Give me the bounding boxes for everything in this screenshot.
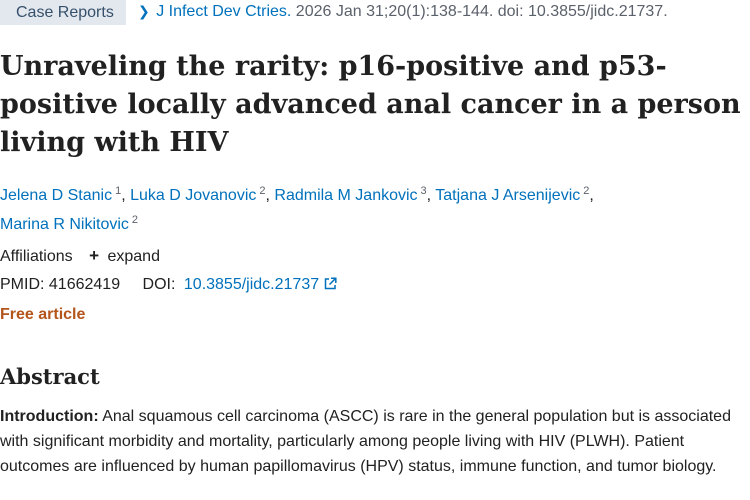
author-link[interactable]: Luka D Jovanovic — [130, 187, 257, 204]
affiliations-toggle[interactable]: Affiliations + expand — [0, 246, 160, 266]
chevron-right-icon: ❯ — [138, 3, 150, 19]
abstract-text: Introduction: Anal squamous cell carcino… — [0, 404, 748, 479]
citation-details: 2026 Jan 31;20(1):138-144. doi: 10.3855/… — [295, 3, 668, 20]
author-link[interactable]: Jelena D Stanic — [0, 187, 113, 204]
author-link[interactable]: Radmila M Jankovic — [274, 187, 418, 204]
expand-link[interactable]: expand — [107, 248, 160, 265]
abstract-heading: Abstract — [0, 364, 100, 389]
author-separator: , — [426, 187, 436, 204]
affiliation-number[interactable]: 2 — [131, 214, 139, 226]
plus-icon: + — [89, 246, 100, 265]
pmid-label: PMID: — [0, 276, 45, 293]
author-separator: , — [265, 187, 275, 204]
affiliation-number[interactable]: 3 — [420, 185, 427, 197]
citation-line: ❯ J Infect Dev Ctries. 2026 Jan 31;20(1)… — [138, 3, 668, 21]
author-list: Jelena D Stanic 1, Luka D Jovanovic 2, Rad… — [0, 182, 740, 240]
publication-type-badge[interactable]: Case Reports — [0, 0, 126, 25]
author-link[interactable]: Tatjana J Arsenijevic — [435, 187, 581, 204]
affiliation-number[interactable]: 2 — [259, 185, 266, 197]
affiliation-number[interactable]: 1 — [115, 185, 122, 197]
introduction-label: Introduction: — [0, 408, 99, 425]
author-separator: , — [121, 187, 131, 204]
affiliation-number[interactable]: 2 — [583, 185, 590, 197]
doi-value[interactable]: 10.3855/jidc.21737 — [183, 276, 320, 293]
article-identifiers: PMID: 41662419 DOI: 10.3855/jidc.21737 — [0, 276, 337, 295]
free-article-badge: Free article — [0, 306, 86, 323]
article-title: Unraveling the rarity: p16-positive and … — [0, 51, 741, 158]
affiliations-label: Affiliations — [0, 248, 73, 265]
citation-bar: Case Reports ❯ J Infect Dev Ctries. 2026… — [0, 0, 750, 28]
external-link-icon — [324, 277, 337, 295]
author-link[interactable]: Marina R Nikitovic — [0, 216, 129, 233]
introduction-text: Anal squamous cell carcinoma (ASCC) is r… — [0, 408, 731, 475]
journal-link[interactable]: J Infect Dev Ctries. — [156, 3, 292, 20]
doi-label: DOI: — [142, 276, 176, 293]
doi-link[interactable]: 10.3855/jidc.21737 — [184, 276, 337, 293]
author-separator: , — [589, 187, 594, 204]
pmid-value: 41662419 — [48, 276, 121, 293]
